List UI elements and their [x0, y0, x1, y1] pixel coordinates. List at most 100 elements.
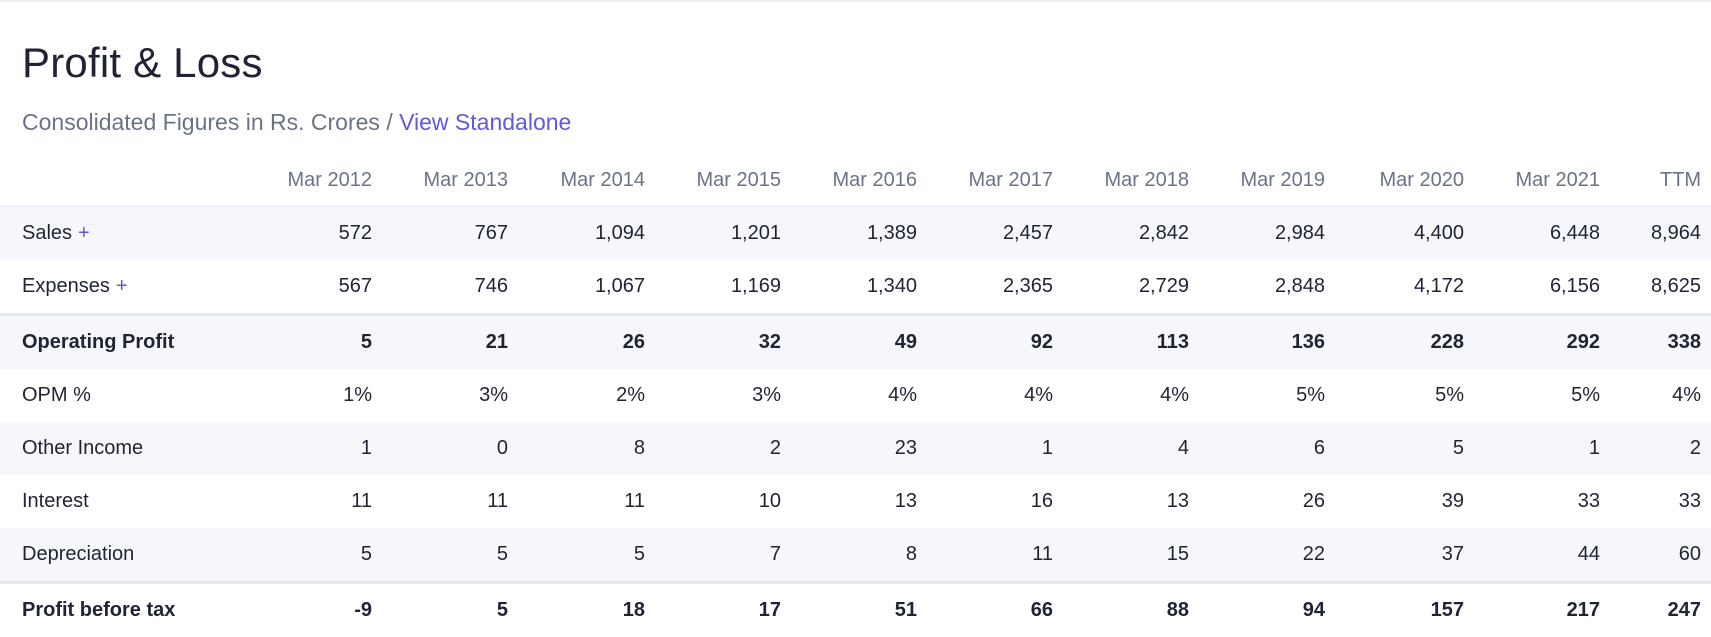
column-header: TTM — [1600, 154, 1711, 207]
value-cell: 4% — [781, 369, 917, 422]
value-cell: 11 — [508, 475, 645, 528]
section-header: Profit & Loss Consolidated Figures in Rs… — [22, 38, 571, 136]
value-cell: 338 — [1600, 315, 1711, 370]
value-cell: 1,169 — [645, 260, 781, 315]
value-cell: 1,094 — [508, 207, 645, 261]
value-cell: 136 — [1189, 315, 1325, 370]
value-cell: 157 — [1325, 583, 1464, 637]
value-cell: 10 — [645, 475, 781, 528]
value-cell: 572 — [235, 207, 372, 261]
value-cell: 6,156 — [1464, 260, 1600, 315]
value-cell: 6,448 — [1464, 207, 1600, 261]
value-cell: 2% — [508, 369, 645, 422]
value-cell: 5 — [372, 583, 508, 637]
value-cell: 5 — [372, 528, 508, 583]
row-label-text: Sales — [22, 222, 72, 244]
value-cell: 4 — [1053, 422, 1189, 475]
column-header: Mar 2021 — [1464, 154, 1600, 207]
value-cell: 5 — [508, 528, 645, 583]
value-cell: 17 — [645, 583, 781, 637]
value-cell: 37 — [1325, 528, 1464, 583]
value-cell: 6 — [1189, 422, 1325, 475]
value-cell: 94 — [1189, 583, 1325, 637]
value-cell: 16 — [917, 475, 1053, 528]
value-cell: 8 — [508, 422, 645, 475]
value-cell: 2 — [645, 422, 781, 475]
column-header: Mar 2012 — [235, 154, 372, 207]
subtitle-text: Consolidated Figures in Rs. Crores / — [22, 109, 399, 135]
value-cell: 217 — [1464, 583, 1600, 637]
value-cell: 13 — [1053, 475, 1189, 528]
value-cell: 4,172 — [1325, 260, 1464, 315]
value-cell: 33 — [1464, 475, 1600, 528]
value-cell: 2 — [1600, 422, 1711, 475]
column-header: Mar 2018 — [1053, 154, 1189, 207]
value-cell: 5 — [1325, 422, 1464, 475]
row-label-text: Expenses — [22, 275, 110, 297]
value-cell: 51 — [781, 583, 917, 637]
value-cell: 247 — [1600, 583, 1711, 637]
value-cell: 2,457 — [917, 207, 1053, 261]
value-cell: 2,365 — [917, 260, 1053, 315]
row-label-expenses[interactable]: Expenses + — [0, 260, 235, 315]
value-cell: 2,842 — [1053, 207, 1189, 261]
column-header: Mar 2013 — [372, 154, 508, 207]
column-header: Mar 2019 — [1189, 154, 1325, 207]
value-cell: 767 — [372, 207, 508, 261]
row-label-opm: OPM % — [0, 369, 235, 422]
value-cell: 3% — [645, 369, 781, 422]
column-header: Mar 2015 — [645, 154, 781, 207]
expand-sales-button[interactable]: + — [78, 222, 90, 244]
value-cell: 44 — [1464, 528, 1600, 583]
table-row-opm: OPM % 1%3%2%3%4%4%4%5%5%5%4% — [0, 369, 1711, 422]
value-cell: 18 — [508, 583, 645, 637]
value-cell: 7 — [645, 528, 781, 583]
view-standalone-link[interactable]: View Standalone — [399, 109, 571, 135]
value-cell: 26 — [1189, 475, 1325, 528]
value-cell: 1,201 — [645, 207, 781, 261]
value-cell: 1,067 — [508, 260, 645, 315]
value-cell: 5 — [235, 315, 372, 370]
value-cell: 49 — [781, 315, 917, 370]
value-cell: 39 — [1325, 475, 1464, 528]
value-cell: 5% — [1189, 369, 1325, 422]
value-cell: 1 — [917, 422, 1053, 475]
value-cell: 0 — [372, 422, 508, 475]
column-header: Mar 2017 — [917, 154, 1053, 207]
value-cell: 1,389 — [781, 207, 917, 261]
value-cell: 3% — [372, 369, 508, 422]
value-cell: 228 — [1325, 315, 1464, 370]
value-cell: 88 — [1053, 583, 1189, 637]
value-cell: 8 — [781, 528, 917, 583]
value-cell: 2,984 — [1189, 207, 1325, 261]
value-cell: 92 — [917, 315, 1053, 370]
value-cell: 11 — [917, 528, 1053, 583]
value-cell: 2,729 — [1053, 260, 1189, 315]
expand-expenses-button[interactable]: + — [116, 275, 128, 297]
column-header: Mar 2016 — [781, 154, 917, 207]
value-cell: 8,964 — [1600, 207, 1711, 261]
value-cell: 11 — [235, 475, 372, 528]
row-label-profit-before-tax: Profit before tax — [0, 583, 235, 637]
value-cell: 567 — [235, 260, 372, 315]
value-cell: 66 — [917, 583, 1053, 637]
page-title: Profit & Loss — [22, 38, 571, 88]
value-cell: 746 — [372, 260, 508, 315]
value-cell: 32 — [645, 315, 781, 370]
value-cell: 21 — [372, 315, 508, 370]
value-cell: 26 — [508, 315, 645, 370]
row-label-sales[interactable]: Sales + — [0, 207, 235, 261]
value-cell: 33 — [1600, 475, 1711, 528]
row-label-interest: Interest — [0, 475, 235, 528]
value-cell: -9 — [235, 583, 372, 637]
row-label-operating-profit: Operating Profit — [0, 315, 235, 370]
